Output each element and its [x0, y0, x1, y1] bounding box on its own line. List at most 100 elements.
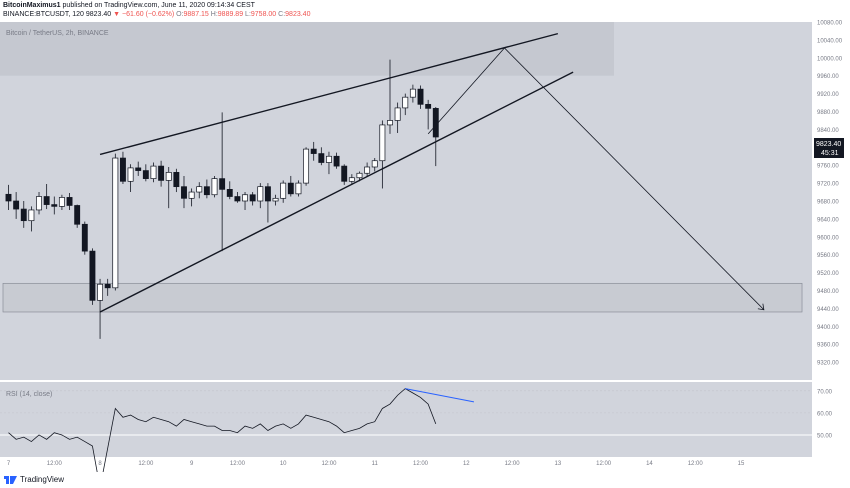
candle-down	[333, 155, 340, 167]
candle-down	[5, 193, 12, 202]
price-pane[interactable]	[0, 22, 812, 380]
candle-up	[356, 172, 363, 179]
candle-down	[158, 165, 165, 181]
low-value: 9758.00	[250, 11, 277, 18]
last-price: 9823.40	[85, 11, 112, 18]
publish-info: BitcoinMaximus1 published on TradingView…	[3, 2, 255, 9]
low-label: L:	[245, 11, 251, 18]
price-tick-label: 9680.00	[817, 200, 839, 206]
footer: TradingView	[0, 472, 850, 488]
close-value: 9823.40	[285, 11, 311, 18]
rsi-pane[interactable]	[0, 382, 812, 457]
candle-down	[81, 223, 88, 252]
time-tick-label: 8	[98, 461, 102, 467]
price-change: ▼ −61.60 (−0.62%)	[113, 11, 175, 18]
candle-up	[371, 160, 378, 168]
time-tick-label: 12:00	[138, 461, 154, 467]
time-tick-label: 12:00	[688, 461, 704, 467]
candle-down	[173, 172, 180, 188]
time-tick-label: 12	[463, 461, 470, 467]
time-tick-label: 12:00	[321, 461, 337, 467]
author-name[interactable]: BitcoinMaximus1	[3, 2, 61, 9]
price-tick-label: 9320.00	[817, 361, 839, 367]
candle-down	[417, 88, 424, 105]
rsi-tick-label: 70.00	[817, 389, 833, 395]
candle-down	[43, 196, 50, 205]
price-tick-label: 10000.00	[817, 56, 843, 62]
high-value: 9889.89	[217, 11, 244, 18]
time-tick-label: 15	[738, 461, 745, 467]
candle-down	[226, 189, 233, 197]
candle-up	[402, 96, 409, 109]
countdown: 45:31	[821, 150, 839, 157]
candle-down	[20, 208, 27, 222]
candle-up	[295, 182, 302, 195]
candle-down	[341, 165, 348, 182]
candle-up	[150, 165, 157, 179]
brand[interactable]: TradingView	[4, 475, 64, 484]
price-tick-label: 9600.00	[817, 235, 839, 241]
price-tick-label: 9640.00	[817, 217, 839, 223]
time-tick-label: 11	[372, 461, 379, 467]
time-tick-label: 7	[7, 461, 11, 467]
candle-up	[364, 166, 371, 174]
chart-title: Bitcoin / TetherUS, 2h, BINANCE	[6, 30, 109, 37]
time-tick-label: 14	[646, 461, 653, 467]
candle-up	[58, 197, 65, 207]
price-tick-label: 9720.00	[817, 182, 839, 188]
high-label: H:	[210, 11, 218, 18]
candle-up	[188, 191, 195, 199]
candle-down	[66, 197, 73, 206]
price-axis[interactable]	[812, 22, 850, 458]
candle-down	[104, 283, 111, 289]
symbol-line: BINANCE:BTCUSDT, 120	[3, 11, 84, 18]
last-price-value: 9823.40	[816, 141, 841, 148]
candle-up	[242, 194, 248, 202]
candle-down	[13, 200, 20, 210]
wedge-upper-line	[99, 32, 559, 156]
candle-up	[211, 178, 218, 196]
candle-down	[181, 186, 187, 199]
rsi-tick-label: 60.00	[817, 411, 833, 417]
candle-up	[379, 124, 386, 162]
candle-down	[310, 148, 317, 154]
brand-name: TradingView	[20, 475, 65, 484]
time-tick-label: 12:00	[413, 461, 429, 467]
price-tick-label: 9360.00	[817, 343, 839, 349]
open-value: 9887.15	[183, 11, 209, 18]
candle-up	[272, 197, 279, 202]
time-tick-label: 12:00	[596, 461, 612, 467]
time-tick-label: 12:00	[505, 461, 521, 467]
candle-up	[394, 107, 401, 121]
price-tick-label: 9960.00	[817, 74, 839, 80]
candle-down	[318, 153, 325, 163]
chart-header: BitcoinMaximus1 published on TradingView…	[0, 0, 850, 22]
last-price-label: 9823.40 45:31	[814, 138, 844, 158]
candle-up	[387, 120, 393, 126]
time-axis[interactable]	[0, 457, 850, 472]
price-tick-label: 10040.00	[817, 38, 843, 44]
projection-arrowhead	[757, 303, 765, 311]
candle-down	[219, 178, 226, 190]
publish-text: published on TradingView.com, June 11, 2…	[62, 2, 255, 9]
candle-up	[28, 209, 35, 222]
rsi-tick-label: 50.00	[817, 433, 833, 439]
candle-down	[234, 196, 241, 202]
candle-down	[142, 170, 149, 179]
price-tick-label: 9480.00	[817, 289, 839, 295]
price-tick-label: 9440.00	[817, 307, 839, 313]
price-chart[interactable]: 9320.00 9360.00 9400.00 9440.00 9480.00 9520.…	[0, 0, 850, 472]
candle-up	[280, 182, 287, 199]
time-tick-label: 10	[280, 461, 287, 467]
wedge-lower-line	[99, 71, 574, 313]
candle-down	[249, 194, 256, 202]
support-zone	[2, 282, 803, 313]
candle-up	[97, 283, 104, 301]
rsi-divergence-line	[405, 388, 475, 403]
candle-down	[203, 186, 210, 196]
candle-up	[165, 172, 172, 181]
price-tick-label: 9760.00	[817, 164, 839, 170]
candle-up	[196, 186, 203, 193]
projection-leg-down	[504, 47, 765, 311]
candle-down	[287, 182, 294, 195]
